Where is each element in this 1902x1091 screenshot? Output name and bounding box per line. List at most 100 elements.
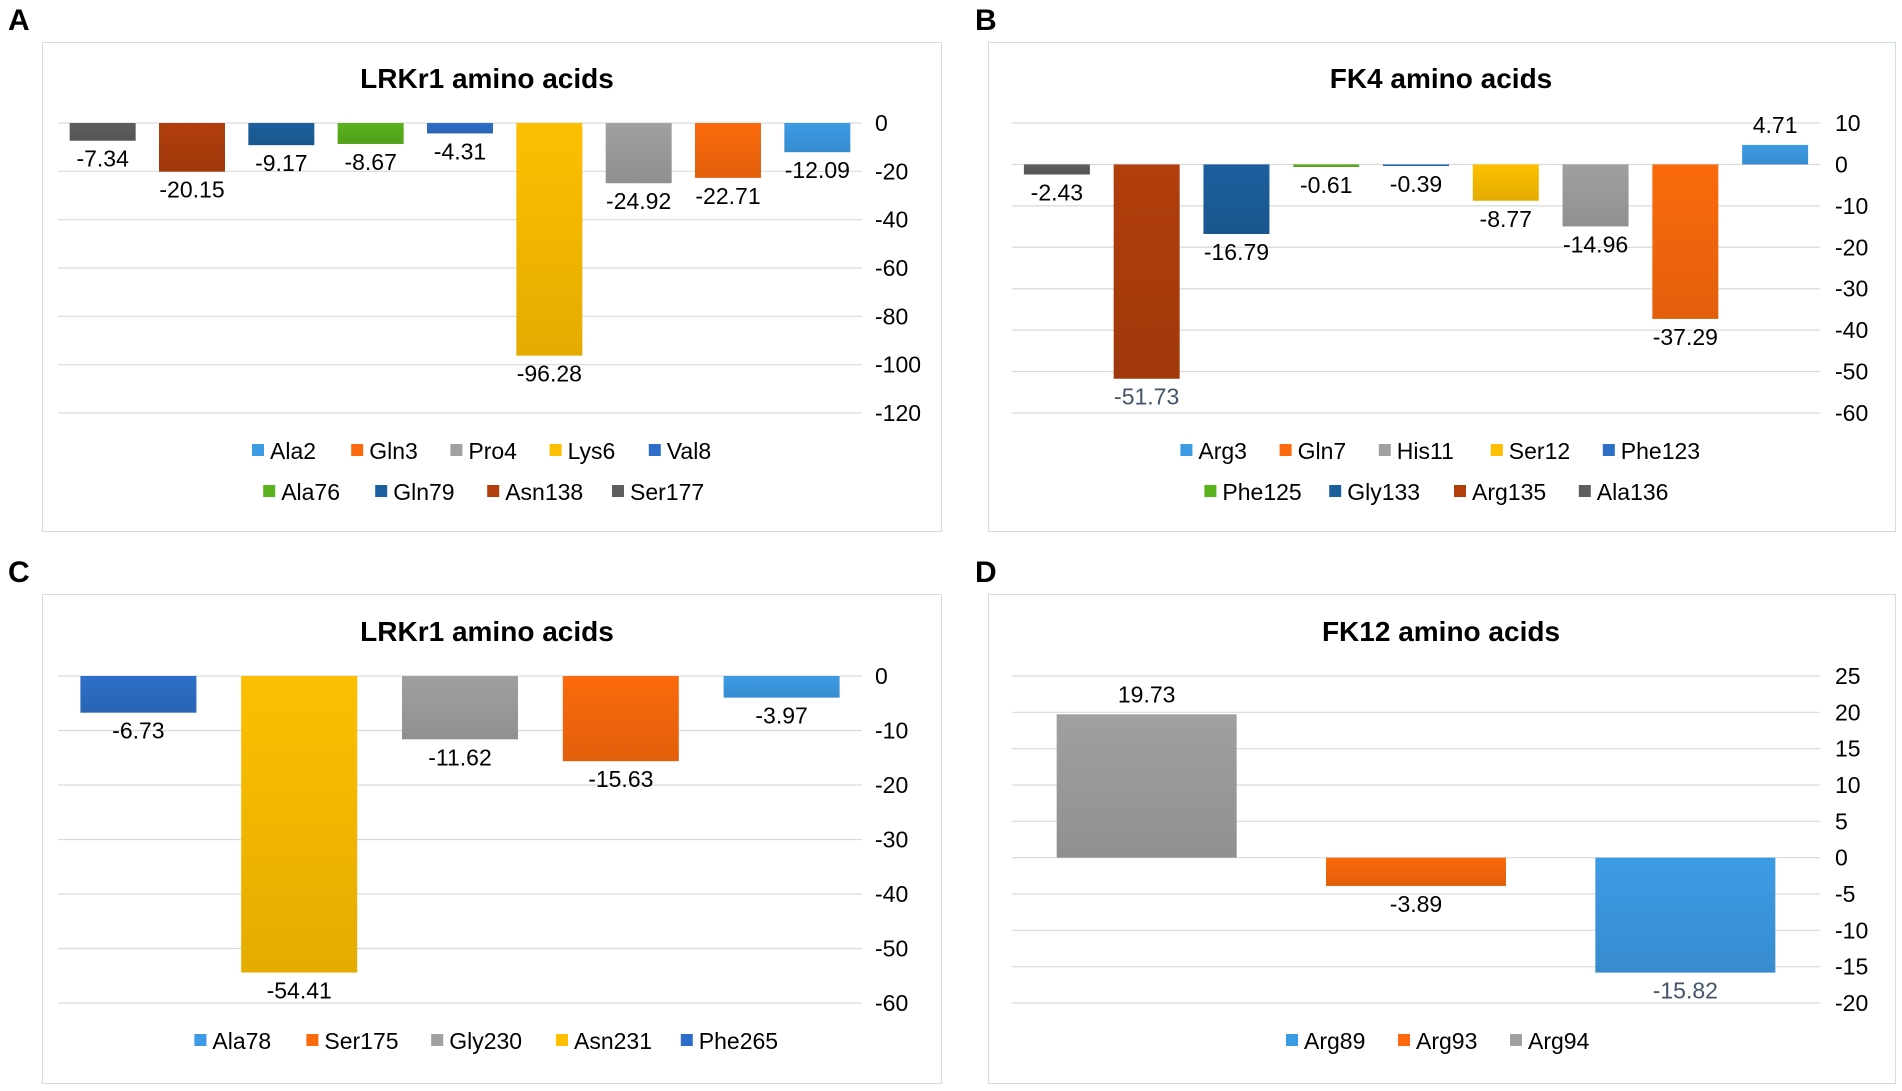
- bar-a-gln79: [248, 123, 315, 146]
- y-tick-label-b: -10: [1835, 193, 1868, 219]
- legend-label-a-ser177: Ser177: [630, 479, 704, 505]
- data-label-b-phe123: -0.39: [1390, 171, 1442, 197]
- y-tick-label-b: -30: [1835, 276, 1868, 302]
- legend-swatch-c-ala78: [194, 1034, 207, 1046]
- bar-b-ser12: [1472, 164, 1539, 201]
- legend-swatch-b-gly133: [1329, 485, 1342, 497]
- data-label-a-ser177: -7.34: [76, 146, 129, 172]
- legend-swatch-d-arg94: [1510, 1034, 1522, 1046]
- legend-swatch-a-val8: [648, 444, 661, 456]
- legend-swatch-b-arg3: [1180, 444, 1193, 456]
- y-tick-label-d: -15: [1835, 954, 1868, 980]
- data-label-b-phe125: -0.61: [1300, 172, 1352, 198]
- bar-c-phe265: [80, 676, 197, 713]
- bar-b-ala136: [1023, 164, 1090, 175]
- y-tick-label-c: -20: [875, 772, 908, 798]
- y-tick-label-d: -5: [1835, 881, 1855, 907]
- legend-swatch-b-ala136: [1578, 485, 1591, 497]
- y-tick-label-d: 20: [1835, 699, 1861, 725]
- y-tick-label-d: 15: [1835, 736, 1861, 762]
- y-tick-label-b: 10: [1835, 110, 1861, 136]
- legend-swatch-d-arg89: [1286, 1034, 1298, 1046]
- data-label-d-arg89: -15.82: [1653, 978, 1718, 1004]
- data-label-c-asn231: -54.41: [267, 978, 332, 1004]
- legend-label-c-ser175: Ser175: [324, 1028, 398, 1054]
- bar-b-gly133: [1203, 164, 1270, 234]
- legend-label-c-ala78: Ala78: [212, 1028, 271, 1054]
- legend-swatch-d-arg93: [1398, 1034, 1410, 1046]
- bar-b-his11: [1562, 164, 1629, 227]
- y-tick-label-c: -60: [875, 990, 908, 1016]
- legend-label-a-ala76: Ala76: [281, 479, 340, 505]
- y-tick-label-a: -20: [875, 158, 908, 184]
- legend-label-b-arg135: Arg135: [1472, 479, 1546, 505]
- legend-label-c-phe265: Phe265: [699, 1028, 778, 1054]
- data-label-a-ala76: -8.67: [344, 149, 396, 175]
- legend-label-d-arg93: Arg93: [1416, 1028, 1477, 1054]
- y-tick-label-b: -60: [1835, 400, 1868, 426]
- bar-a-lys6: [516, 123, 583, 356]
- legend-label-a-val8: Val8: [667, 438, 711, 464]
- legend-label-b-phe125: Phe125: [1222, 479, 1301, 505]
- panel-letter-b: B: [975, 4, 997, 37]
- y-tick-label-c: -50: [875, 936, 908, 962]
- y-tick-label-d: 0: [1835, 845, 1848, 871]
- data-label-a-pro4: -24.92: [606, 188, 671, 214]
- bar-d-arg89: [1595, 857, 1776, 973]
- data-label-a-asn138: -20.15: [159, 177, 224, 203]
- data-label-b-ala136: -2.43: [1031, 179, 1083, 205]
- data-label-a-val8: -4.31: [434, 138, 486, 164]
- data-label-d-arg94: 19.73: [1118, 681, 1176, 707]
- data-label-a-gln3: -22.71: [695, 183, 760, 209]
- bar-a-val8: [427, 123, 493, 134]
- panel-letter-c: C: [8, 556, 30, 589]
- data-label-b-his11: -14.96: [1563, 231, 1628, 257]
- data-label-c-ser175: -15.63: [588, 766, 653, 792]
- y-tick-label-d: 5: [1835, 808, 1848, 834]
- y-tick-label-c: -30: [875, 827, 908, 853]
- y-tick-label-d: 10: [1835, 772, 1861, 798]
- legend-swatch-a-gln3: [351, 444, 364, 456]
- bar-c-asn231: [241, 676, 358, 973]
- y-tick-label-c: -40: [875, 881, 908, 907]
- bar-a-asn138: [159, 123, 225, 172]
- y-tick-label-b: -40: [1835, 317, 1868, 343]
- y-tick-label-a: -100: [875, 352, 921, 378]
- legend-swatch-c-asn231: [556, 1034, 568, 1046]
- legend-swatch-b-ser12: [1490, 444, 1503, 456]
- legend-swatch-c-phe265: [680, 1034, 693, 1046]
- legend-swatch-a-asn138: [487, 485, 500, 497]
- data-label-a-gln79: -9.17: [255, 150, 307, 176]
- legend-label-a-pro4: Pro4: [468, 438, 517, 464]
- y-tick-label-a: -80: [875, 303, 908, 329]
- panel-letter-d: D: [975, 556, 997, 589]
- data-label-a-ala2: -12.09: [785, 157, 850, 183]
- bar-c-ser175: [562, 676, 679, 762]
- legend-label-d-arg89: Arg89: [1304, 1028, 1365, 1054]
- chart-title-a: LRKr1 amino acids: [360, 63, 614, 94]
- y-tick-label-b: -50: [1835, 359, 1868, 385]
- legend-swatch-c-ser175: [306, 1034, 319, 1046]
- legend-label-b-gln7: Gln7: [1298, 438, 1347, 464]
- legend-swatch-a-gln79: [375, 485, 388, 497]
- legend-swatch-a-pro4: [450, 444, 463, 456]
- legend-swatch-b-arg135: [1454, 485, 1466, 497]
- legend-swatch-a-ala76: [263, 485, 276, 497]
- legend-label-b-ser12: Ser12: [1509, 438, 1570, 464]
- y-tick-label-a: 0: [875, 110, 888, 136]
- legend-swatch-b-phe125: [1204, 485, 1217, 497]
- bar-a-ala76: [337, 123, 404, 144]
- bar-d-arg93: [1326, 857, 1506, 886]
- y-tick-label-d: 25: [1835, 663, 1861, 689]
- legend-label-a-lys6: Lys6: [568, 438, 616, 464]
- legend-swatch-a-ser177: [612, 485, 624, 497]
- legend-swatch-b-phe123: [1602, 444, 1615, 456]
- legend-label-b-phe123: Phe123: [1621, 438, 1700, 464]
- legend-label-a-gln79: Gln79: [393, 479, 454, 505]
- bar-b-arg135: [1113, 164, 1180, 379]
- data-label-b-arg135: -51.73: [1114, 384, 1179, 410]
- y-tick-label-a: -120: [875, 400, 921, 426]
- legend-label-a-gln3: Gln3: [369, 438, 418, 464]
- chart-title-c: LRKr1 amino acids: [360, 616, 614, 647]
